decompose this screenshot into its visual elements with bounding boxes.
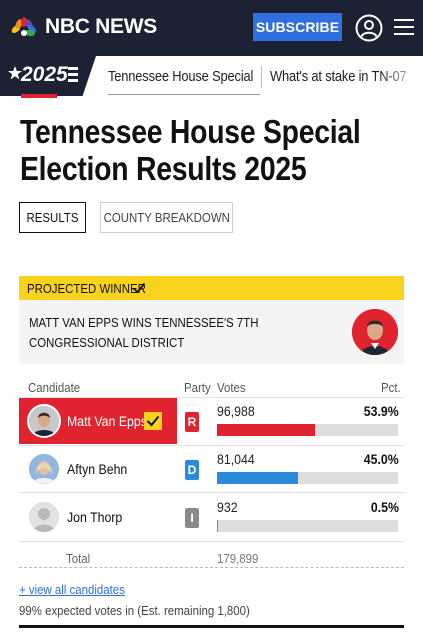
nbc-peacock-icon	[11, 17, 37, 37]
tab-divider	[261, 66, 262, 88]
candidate-name: Matt Van Epps	[67, 413, 147, 429]
party-badge-independent: I	[185, 508, 199, 528]
vote-share-bar	[217, 520, 398, 532]
top-header: NBC NEWS SUBSCRIBE	[0, 0, 423, 56]
subscribe-button[interactable]: SUBSCRIBE	[253, 13, 342, 41]
badge-accent	[21, 94, 57, 98]
projected-winner-banner: PROJECTED WINNER	[19, 276, 404, 300]
candidate-cell[interactable]: Aftyn Behn	[19, 446, 177, 492]
candidate-portrait-icon	[29, 454, 59, 484]
vote-percent: 0.5%	[370, 499, 399, 515]
user-account-icon[interactable]	[355, 14, 383, 42]
active-tab-underline	[108, 94, 260, 95]
candidate-cell[interactable]: Matt Van Epps	[19, 398, 177, 444]
total-votes: 179,899	[217, 551, 259, 566]
view-all-candidates-link[interactable]: + view all candidates	[19, 582, 125, 597]
table-row: Matt Van Epps R 96,988 53.9%	[19, 398, 404, 444]
avatar	[27, 452, 61, 486]
projected-winner-text: MATT VAN EPPS WINS TENNESSEE'S 7TH CONGR…	[29, 315, 259, 350]
tab-whats-at-stake[interactable]: What's at stake in TN-07	[270, 68, 407, 85]
flag-stripes-icon	[68, 67, 78, 83]
party-badge-republican: R	[185, 412, 199, 432]
party-badge-democrat: D	[185, 460, 199, 480]
vote-share-fill	[217, 520, 218, 532]
checkmark-icon	[132, 282, 146, 294]
election-2025-badge[interactable]: 2025	[0, 56, 96, 96]
expected-votes-text: 99% expected votes in (Est. remaining 1,…	[19, 603, 250, 618]
header-votes: Votes	[217, 380, 246, 395]
candidate-name: Aftyn Behn	[67, 461, 128, 477]
results-tab-label: RESULTS	[26, 210, 79, 225]
avatar	[27, 404, 61, 438]
county-breakdown-tab-button[interactable]: COUNTY BREAKDOWN	[100, 202, 233, 233]
vote-count: 96,988	[217, 403, 255, 419]
candidate-portrait-icon	[352, 309, 398, 355]
badge-year: 2025	[21, 63, 68, 86]
winner-check-icon	[144, 412, 162, 430]
hamburger-menu-icon[interactable]	[393, 16, 415, 38]
candidate-portrait-icon	[29, 406, 59, 436]
header-party: Party	[184, 380, 211, 395]
avatar	[27, 500, 61, 534]
candidate-name: Jon Thorp	[67, 509, 123, 525]
county-breakdown-tab-label: COUNTY BREAKDOWN	[103, 210, 230, 225]
vote-share-fill	[217, 472, 299, 484]
tab-scroll-fade	[380, 56, 423, 96]
default-avatar-icon	[29, 502, 59, 532]
projected-winner-label: PROJECTED WINNER	[27, 281, 146, 296]
vote-share-bar	[217, 472, 398, 484]
star-icon	[8, 66, 22, 80]
winner-photo	[352, 309, 398, 355]
nbc-news-logo[interactable]: NBC NEWS	[10, 15, 157, 39]
table-divider	[19, 445, 404, 446]
vote-share-fill	[217, 424, 315, 436]
header-pct: Pct.	[381, 380, 401, 395]
table-divider	[19, 541, 404, 542]
table-row: Aftyn Behn D 81,044 45.0%	[19, 446, 404, 492]
header-candidate: Candidate	[28, 380, 81, 395]
page-title: Tennessee House Special Election Results…	[20, 113, 361, 187]
tab-tennessee-house-special[interactable]: Tennessee House Special	[108, 68, 254, 85]
vote-share-bar	[217, 424, 398, 436]
vote-percent: 45.0%	[364, 451, 399, 467]
bottom-rule	[19, 625, 404, 628]
vote-percent: 53.9%	[364, 403, 399, 419]
table-divider	[19, 397, 404, 398]
vote-count: 81,044	[217, 451, 255, 467]
vote-count: 932	[217, 499, 238, 515]
table-row: Jon Thorp I 932 0.5%	[19, 494, 404, 540]
total-divider	[19, 567, 404, 568]
table-divider	[19, 492, 404, 493]
sub-navigation: 2025 Tennessee House Special What's at s…	[0, 56, 423, 98]
total-label: Total	[66, 551, 91, 566]
candidate-cell[interactable]: Jon Thorp	[19, 494, 177, 540]
results-tab-button[interactable]: RESULTS	[19, 202, 86, 233]
brand-name: NBC NEWS	[45, 15, 157, 38]
projected-winner-card: MATT VAN EPPS WINS TENNESSEE'S 7TH CONGR…	[19, 300, 404, 364]
